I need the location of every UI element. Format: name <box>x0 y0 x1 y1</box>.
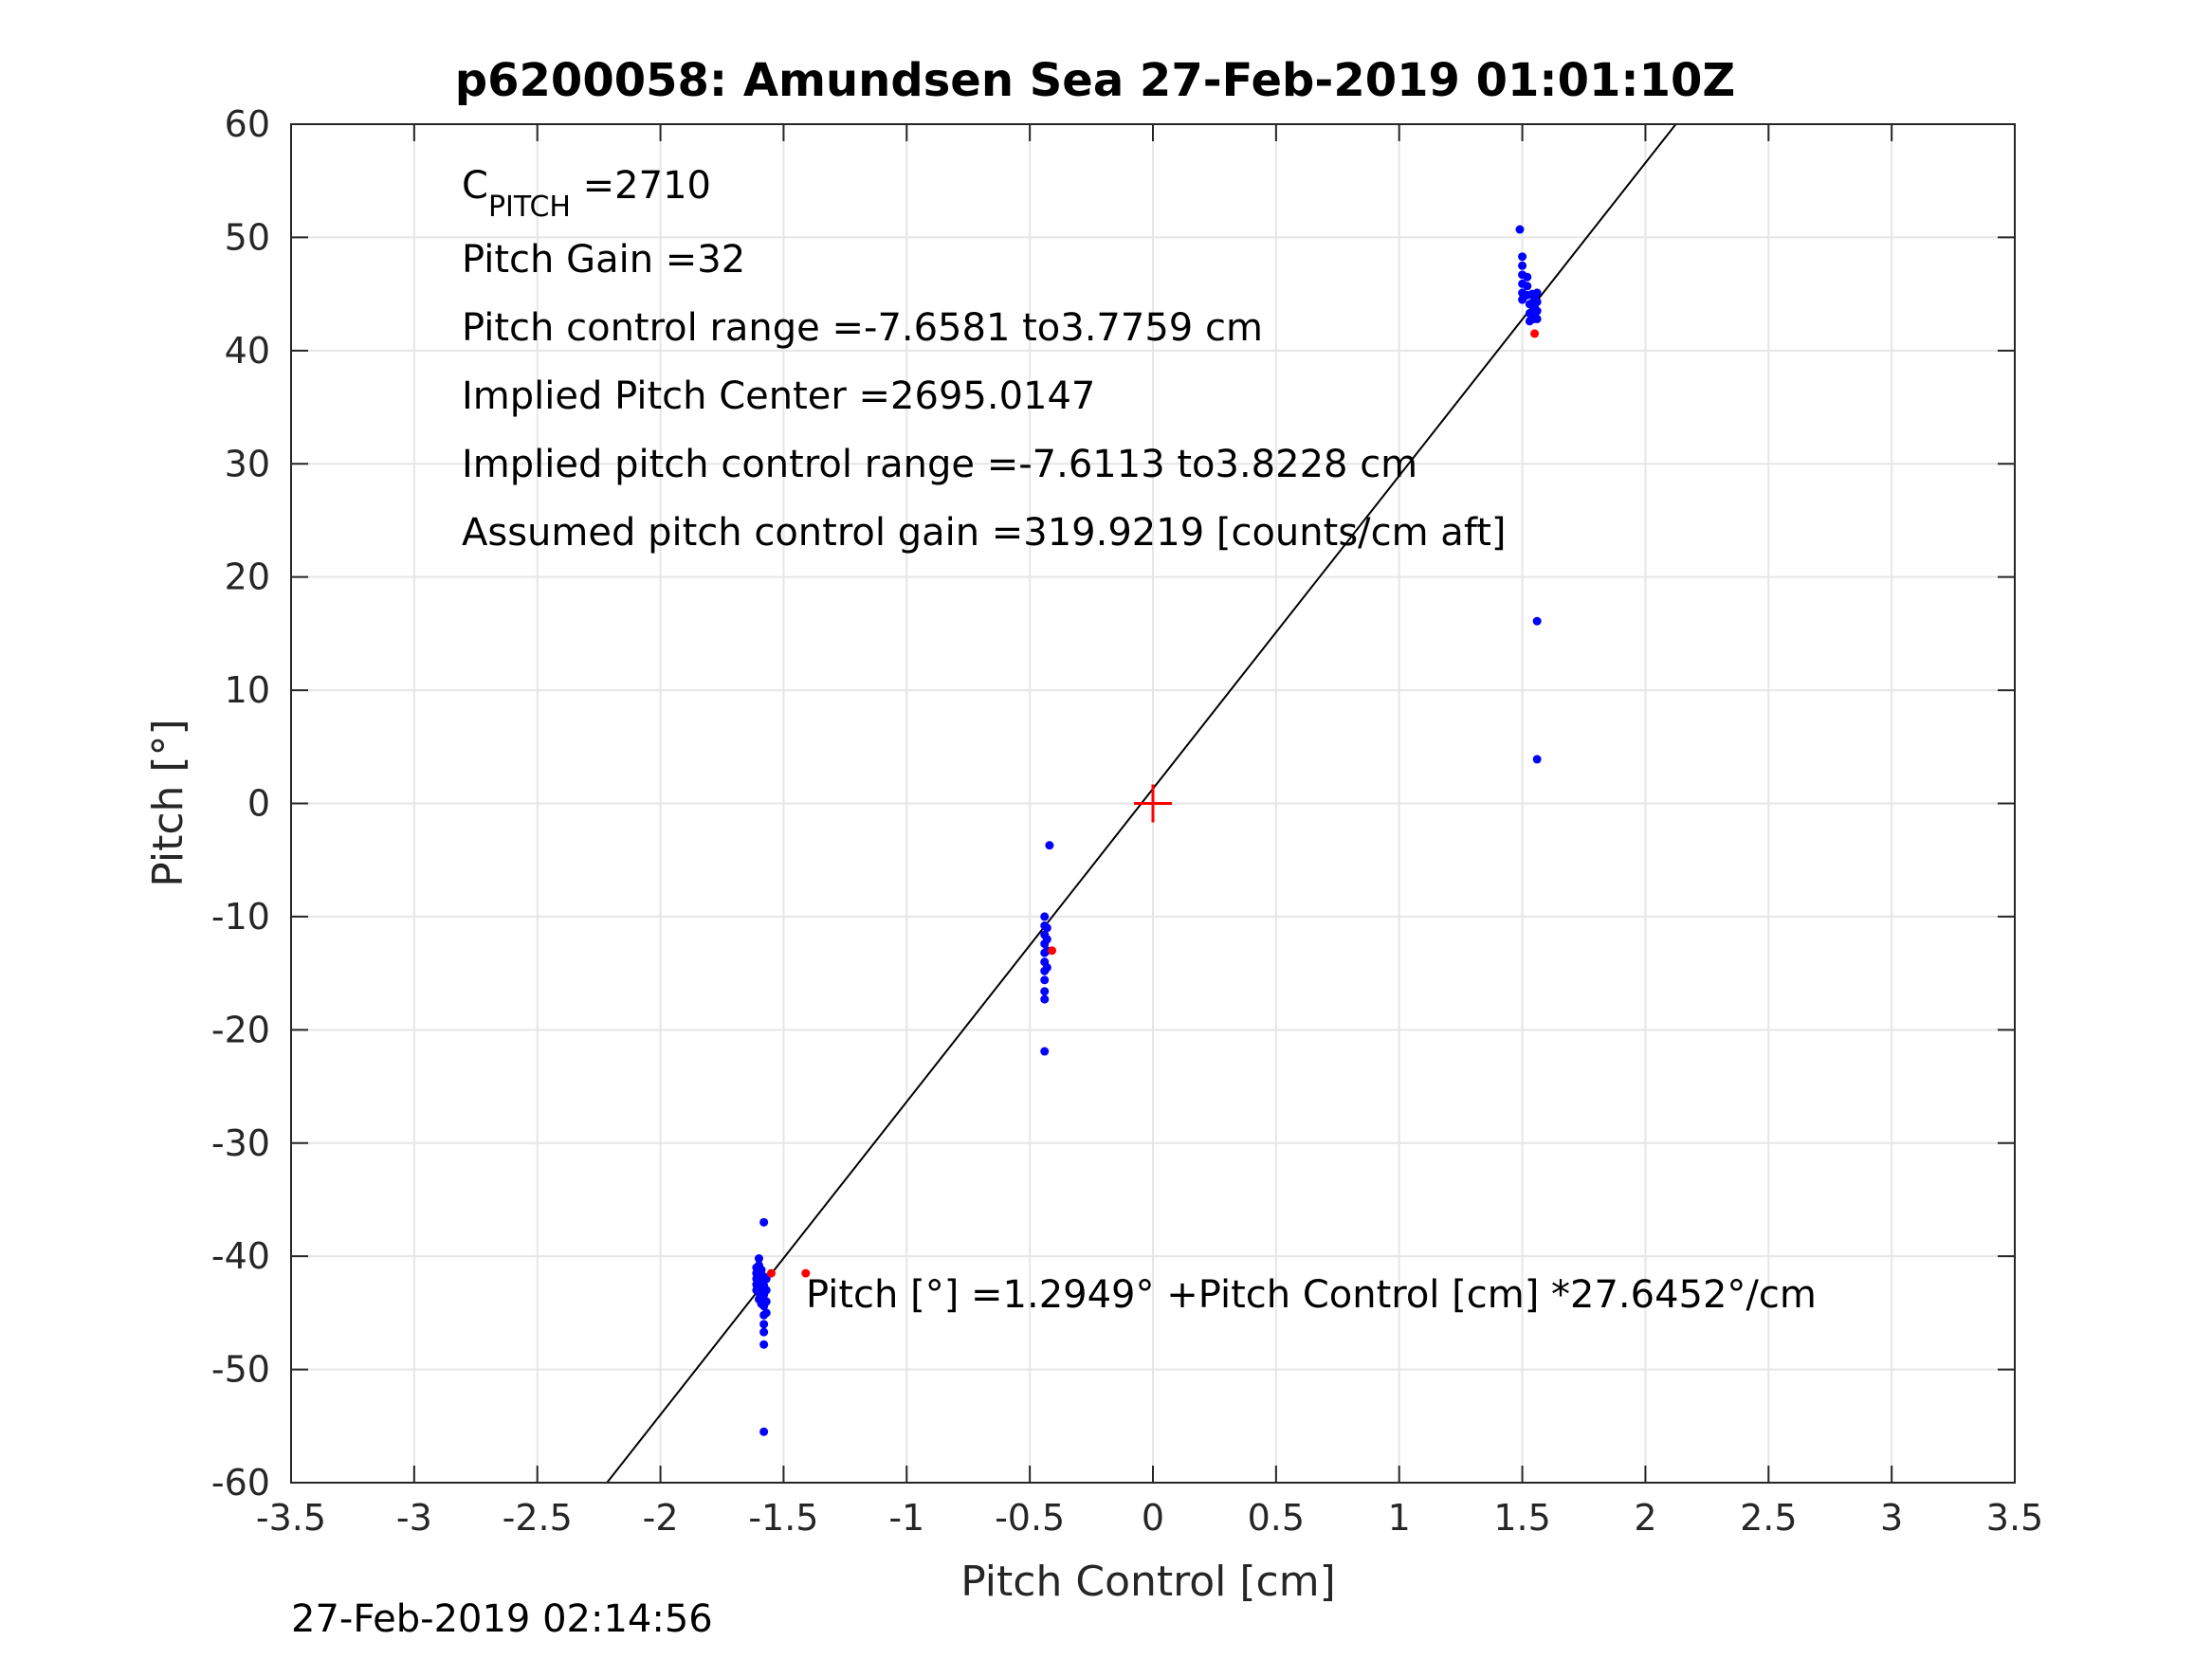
y-tick-label: 50 <box>225 216 270 258</box>
center-marker-layer <box>1134 784 1172 823</box>
c-pitch-value: =2710 <box>571 164 711 208</box>
data-point <box>761 1308 771 1318</box>
x-tick-label: 1 <box>1388 1497 1411 1539</box>
data-point <box>759 1327 769 1337</box>
data-point <box>761 1274 771 1284</box>
x-tick-label: -2.5 <box>503 1497 573 1539</box>
data-point <box>757 1265 766 1274</box>
highlighted-data-point <box>801 1268 811 1278</box>
implied-pitch-center-annotation: Implied Pitch Center =2695.0147 <box>462 374 1095 418</box>
data-point <box>759 1217 769 1227</box>
c-pitch-subscript: PITCH <box>488 191 571 224</box>
data-point <box>759 1427 769 1436</box>
highlighted-data-point <box>1530 329 1540 338</box>
data-point <box>759 1340 769 1349</box>
data-point <box>754 1254 763 1264</box>
x-tick-label: 2 <box>1634 1497 1656 1539</box>
data-point <box>1532 306 1542 316</box>
pitch-control-range-annotation: Pitch control range =-7.6581 to3.7759 cm <box>462 306 1263 350</box>
data-point <box>1042 935 1051 944</box>
chart-title: p6200058: Amundsen Sea 27-Feb-2019 01:01… <box>455 54 1735 107</box>
data-point <box>1532 616 1542 626</box>
x-tick-label: -3 <box>396 1497 432 1539</box>
data-point <box>1042 923 1051 933</box>
data-point <box>1040 1047 1050 1056</box>
data-point <box>1045 841 1054 850</box>
y-axis-label: Pitch [°] <box>144 719 192 886</box>
pitch-gain-annotation: Pitch Gain =32 <box>462 238 745 282</box>
x-tick-label: -0.5 <box>995 1497 1065 1539</box>
data-point <box>761 1297 771 1306</box>
c-pitch-symbol: C <box>462 164 488 208</box>
assumed-pitch-control-gain-annotation: Assumed pitch control gain =319.9219 [co… <box>462 511 1506 555</box>
data-point <box>1518 252 1527 262</box>
x-tick-label: -3.5 <box>256 1497 326 1539</box>
x-tick-label: -1 <box>888 1497 924 1539</box>
data-point <box>1532 314 1542 323</box>
y-tick-label: 20 <box>225 556 270 598</box>
annotation-block: CPITCH =2710 Pitch Gain =32 Pitch contro… <box>462 164 1817 1317</box>
data-point <box>1515 225 1525 234</box>
data-point <box>1042 963 1051 973</box>
x-tick-label: 2.5 <box>1740 1497 1797 1539</box>
x-tick-label: 3 <box>1880 1497 1903 1539</box>
data-point <box>1040 994 1050 1004</box>
fit-equation-annotation: Pitch [°] =1.2949° +Pitch Control [cm] *… <box>806 1273 1817 1317</box>
tick-marks <box>290 123 2016 1484</box>
data-points-layer <box>752 225 1542 1436</box>
x-tick-label: 0 <box>1142 1497 1164 1539</box>
y-tick-label: -20 <box>211 1009 270 1050</box>
y-tick-label: 30 <box>225 443 270 484</box>
data-point <box>759 1320 769 1329</box>
highlighted-data-point <box>1048 946 1057 956</box>
implied-pitch-control-range-annotation: Implied pitch control range =-7.6113 to3… <box>462 443 1417 486</box>
data-point <box>1040 912 1050 921</box>
x-tick-label: 1.5 <box>1493 1497 1550 1539</box>
y-tick-label: 40 <box>225 330 270 372</box>
x-tick-label: -2 <box>643 1497 679 1539</box>
y-tick-labels: -60 -50 -40 -30 -20 -10 0 10 20 30 40 50 60 <box>211 103 270 1504</box>
highlighted-data-point <box>766 1268 776 1278</box>
data-point <box>761 1285 771 1295</box>
data-point <box>1523 282 1532 291</box>
data-point <box>1040 975 1050 985</box>
y-tick-label: 10 <box>225 669 270 711</box>
data-point <box>1040 987 1050 996</box>
data-point <box>1523 272 1532 282</box>
plot-area <box>290 123 2016 1484</box>
c-pitch-annotation: CPITCH =2710 <box>462 164 711 224</box>
data-point <box>1532 288 1542 298</box>
y-tick-label: -50 <box>211 1349 270 1391</box>
y-tick-label: 60 <box>225 103 270 145</box>
x-axis-label: Pitch Control [cm] <box>960 1558 1336 1606</box>
x-tick-label: 0.5 <box>1248 1497 1305 1539</box>
y-tick-label: -30 <box>211 1122 270 1164</box>
data-point <box>1518 261 1527 270</box>
y-tick-label: -10 <box>211 896 270 938</box>
y-tick-label: 0 <box>247 783 270 825</box>
data-point <box>1532 297 1542 306</box>
x-tick-label: -1.5 <box>748 1497 818 1539</box>
x-tick-label: 3.5 <box>1986 1497 2043 1539</box>
y-tick-label: -60 <box>211 1462 270 1504</box>
y-tick-label: -40 <box>211 1235 270 1277</box>
data-point <box>1532 755 1542 764</box>
x-tick-labels: -3.5 -3 -2.5 -2 -1.5 -1 -0.5 0 0.5 1 1.5 2 2.5 3 3.5 <box>256 1497 2043 1539</box>
timestamp-label: 27-Feb-2019 02:14:56 <box>291 1597 713 1641</box>
